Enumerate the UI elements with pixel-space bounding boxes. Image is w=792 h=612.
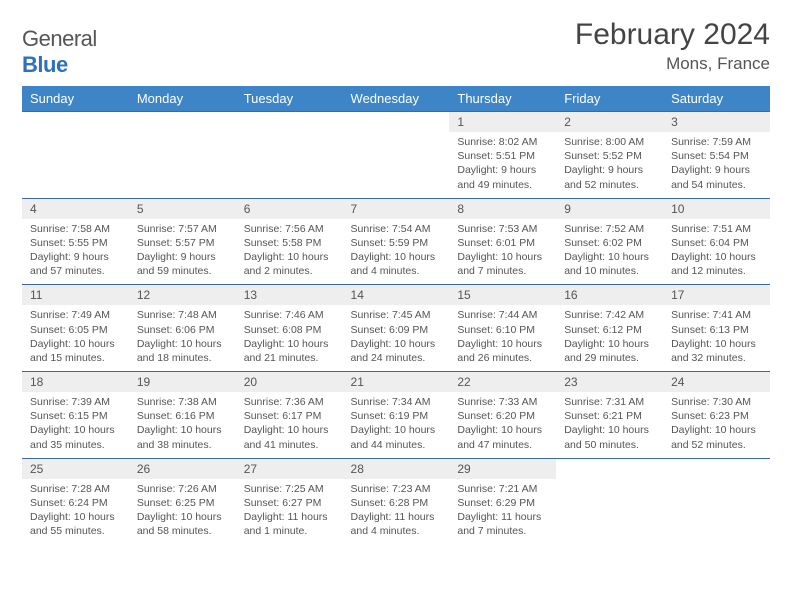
day-number: 16 bbox=[556, 285, 663, 306]
day-cell bbox=[236, 132, 343, 198]
day-number: 19 bbox=[129, 372, 236, 393]
day-cell: Sunrise: 7:59 AM Sunset: 5:54 PM Dayligh… bbox=[663, 132, 770, 198]
daynum-row: 18192021222324 bbox=[22, 372, 770, 393]
day-cell: Sunrise: 7:48 AM Sunset: 6:06 PM Dayligh… bbox=[129, 305, 236, 371]
day-cell bbox=[22, 132, 129, 198]
day-number bbox=[129, 112, 236, 133]
day-number: 5 bbox=[129, 198, 236, 219]
day-cell: Sunrise: 7:26 AM Sunset: 6:25 PM Dayligh… bbox=[129, 479, 236, 545]
day-number: 22 bbox=[449, 372, 556, 393]
day-cell: Sunrise: 7:44 AM Sunset: 6:10 PM Dayligh… bbox=[449, 305, 556, 371]
day-number: 9 bbox=[556, 198, 663, 219]
day-number: 28 bbox=[343, 458, 450, 479]
day-cell: Sunrise: 7:41 AM Sunset: 6:13 PM Dayligh… bbox=[663, 305, 770, 371]
day-number: 14 bbox=[343, 285, 450, 306]
day-number bbox=[556, 458, 663, 479]
day-cell: Sunrise: 7:54 AM Sunset: 5:59 PM Dayligh… bbox=[343, 219, 450, 285]
day-header-row: Sunday Monday Tuesday Wednesday Thursday… bbox=[22, 86, 770, 112]
day-cell: Sunrise: 7:57 AM Sunset: 5:57 PM Dayligh… bbox=[129, 219, 236, 285]
day-cell: Sunrise: 7:58 AM Sunset: 5:55 PM Dayligh… bbox=[22, 219, 129, 285]
day-number: 6 bbox=[236, 198, 343, 219]
day-cell: Sunrise: 7:51 AM Sunset: 6:04 PM Dayligh… bbox=[663, 219, 770, 285]
day-number: 18 bbox=[22, 372, 129, 393]
day-number: 20 bbox=[236, 372, 343, 393]
day-cell: Sunrise: 7:38 AM Sunset: 6:16 PM Dayligh… bbox=[129, 392, 236, 458]
day-cell: Sunrise: 7:21 AM Sunset: 6:29 PM Dayligh… bbox=[449, 479, 556, 545]
daynum-row: 2526272829 bbox=[22, 458, 770, 479]
day-number: 17 bbox=[663, 285, 770, 306]
day-number bbox=[22, 112, 129, 133]
daynum-row: 123 bbox=[22, 112, 770, 133]
col-monday: Monday bbox=[129, 86, 236, 112]
content-row: Sunrise: 7:28 AM Sunset: 6:24 PM Dayligh… bbox=[22, 479, 770, 545]
day-cell: Sunrise: 7:33 AM Sunset: 6:20 PM Dayligh… bbox=[449, 392, 556, 458]
day-number: 2 bbox=[556, 112, 663, 133]
title-block: February 2024 Mons, France bbox=[575, 18, 770, 74]
day-number: 12 bbox=[129, 285, 236, 306]
day-number: 26 bbox=[129, 458, 236, 479]
content-row: Sunrise: 7:58 AM Sunset: 5:55 PM Dayligh… bbox=[22, 219, 770, 285]
logo: General Blue bbox=[22, 18, 68, 78]
day-cell: Sunrise: 7:25 AM Sunset: 6:27 PM Dayligh… bbox=[236, 479, 343, 545]
day-cell: Sunrise: 7:49 AM Sunset: 6:05 PM Dayligh… bbox=[22, 305, 129, 371]
day-number: 25 bbox=[22, 458, 129, 479]
logo-text-blue: Blue bbox=[22, 52, 68, 77]
day-number: 27 bbox=[236, 458, 343, 479]
day-number: 4 bbox=[22, 198, 129, 219]
day-cell: Sunrise: 7:53 AM Sunset: 6:01 PM Dayligh… bbox=[449, 219, 556, 285]
location: Mons, France bbox=[575, 54, 770, 74]
calendar-body: 123Sunrise: 8:02 AM Sunset: 5:51 PM Dayl… bbox=[22, 112, 770, 545]
content-row: Sunrise: 7:49 AM Sunset: 6:05 PM Dayligh… bbox=[22, 305, 770, 371]
day-cell: Sunrise: 7:52 AM Sunset: 6:02 PM Dayligh… bbox=[556, 219, 663, 285]
content-row: Sunrise: 8:02 AM Sunset: 5:51 PM Dayligh… bbox=[22, 132, 770, 198]
logo-text-general: General bbox=[22, 26, 97, 51]
col-saturday: Saturday bbox=[663, 86, 770, 112]
col-wednesday: Wednesday bbox=[343, 86, 450, 112]
day-number: 8 bbox=[449, 198, 556, 219]
day-number: 3 bbox=[663, 112, 770, 133]
day-number: 29 bbox=[449, 458, 556, 479]
col-sunday: Sunday bbox=[22, 86, 129, 112]
day-number bbox=[236, 112, 343, 133]
day-cell: Sunrise: 8:02 AM Sunset: 5:51 PM Dayligh… bbox=[449, 132, 556, 198]
day-cell: Sunrise: 7:31 AM Sunset: 6:21 PM Dayligh… bbox=[556, 392, 663, 458]
day-number: 7 bbox=[343, 198, 450, 219]
day-cell bbox=[343, 132, 450, 198]
day-cell: Sunrise: 7:56 AM Sunset: 5:58 PM Dayligh… bbox=[236, 219, 343, 285]
col-friday: Friday bbox=[556, 86, 663, 112]
day-number: 15 bbox=[449, 285, 556, 306]
col-tuesday: Tuesday bbox=[236, 86, 343, 112]
day-number bbox=[343, 112, 450, 133]
day-number: 24 bbox=[663, 372, 770, 393]
day-number: 13 bbox=[236, 285, 343, 306]
day-cell: Sunrise: 7:42 AM Sunset: 6:12 PM Dayligh… bbox=[556, 305, 663, 371]
day-cell: Sunrise: 7:46 AM Sunset: 6:08 PM Dayligh… bbox=[236, 305, 343, 371]
day-number: 21 bbox=[343, 372, 450, 393]
day-number: 1 bbox=[449, 112, 556, 133]
day-cell: Sunrise: 7:30 AM Sunset: 6:23 PM Dayligh… bbox=[663, 392, 770, 458]
daynum-row: 45678910 bbox=[22, 198, 770, 219]
day-cell: Sunrise: 8:00 AM Sunset: 5:52 PM Dayligh… bbox=[556, 132, 663, 198]
day-cell: Sunrise: 7:45 AM Sunset: 6:09 PM Dayligh… bbox=[343, 305, 450, 371]
day-cell: Sunrise: 7:36 AM Sunset: 6:17 PM Dayligh… bbox=[236, 392, 343, 458]
logo-text: General Blue bbox=[22, 26, 68, 78]
calendar-table: Sunday Monday Tuesday Wednesday Thursday… bbox=[22, 86, 770, 544]
month-title: February 2024 bbox=[575, 18, 770, 52]
content-row: Sunrise: 7:39 AM Sunset: 6:15 PM Dayligh… bbox=[22, 392, 770, 458]
day-cell bbox=[663, 479, 770, 545]
day-number: 10 bbox=[663, 198, 770, 219]
day-number: 23 bbox=[556, 372, 663, 393]
day-cell bbox=[556, 479, 663, 545]
day-cell: Sunrise: 7:34 AM Sunset: 6:19 PM Dayligh… bbox=[343, 392, 450, 458]
day-cell: Sunrise: 7:28 AM Sunset: 6:24 PM Dayligh… bbox=[22, 479, 129, 545]
day-cell bbox=[129, 132, 236, 198]
day-cell: Sunrise: 7:39 AM Sunset: 6:15 PM Dayligh… bbox=[22, 392, 129, 458]
day-cell: Sunrise: 7:23 AM Sunset: 6:28 PM Dayligh… bbox=[343, 479, 450, 545]
day-number bbox=[663, 458, 770, 479]
col-thursday: Thursday bbox=[449, 86, 556, 112]
header: General Blue February 2024 Mons, France bbox=[22, 18, 770, 78]
daynum-row: 11121314151617 bbox=[22, 285, 770, 306]
day-number: 11 bbox=[22, 285, 129, 306]
